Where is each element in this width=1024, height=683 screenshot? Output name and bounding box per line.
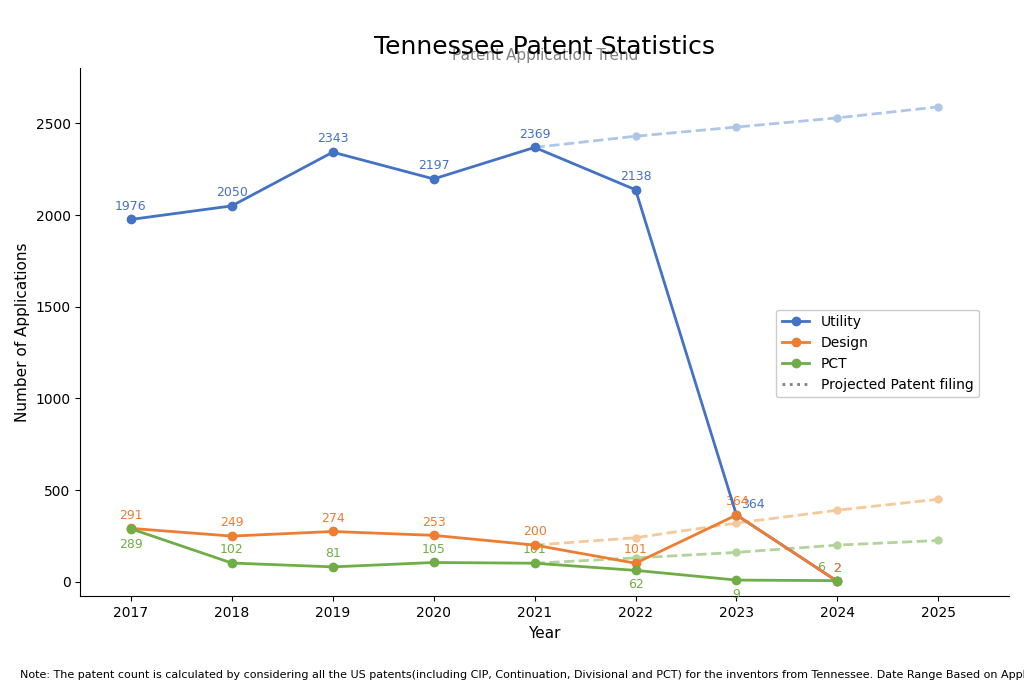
Text: 102: 102 bbox=[220, 543, 244, 557]
Text: 289: 289 bbox=[119, 538, 142, 551]
Text: 101: 101 bbox=[624, 544, 647, 557]
Legend: Utility, Design, PCT, Projected Patent filing: Utility, Design, PCT, Projected Patent f… bbox=[776, 309, 979, 398]
Text: 2343: 2343 bbox=[317, 133, 348, 145]
Text: 364: 364 bbox=[725, 495, 749, 508]
Text: 105: 105 bbox=[422, 543, 445, 556]
Text: 81: 81 bbox=[325, 547, 341, 560]
Text: 200: 200 bbox=[522, 525, 547, 538]
X-axis label: Year: Year bbox=[528, 626, 561, 641]
Title: Tennessee Patent Statistics: Tennessee Patent Statistics bbox=[374, 36, 715, 59]
Text: 2138: 2138 bbox=[620, 170, 651, 183]
Text: 9: 9 bbox=[732, 588, 740, 601]
Text: 2: 2 bbox=[834, 561, 842, 574]
Text: 2: 2 bbox=[834, 561, 842, 574]
Text: 2050: 2050 bbox=[216, 186, 248, 199]
Text: 249: 249 bbox=[220, 516, 244, 529]
Text: Patent Application Trend: Patent Application Trend bbox=[452, 48, 638, 63]
Text: 2197: 2197 bbox=[418, 159, 450, 172]
Y-axis label: Number of Applications: Number of Applications bbox=[15, 242, 30, 422]
Text: 6: 6 bbox=[817, 561, 824, 574]
Text: 2369: 2369 bbox=[519, 128, 550, 141]
Text: 364: 364 bbox=[741, 498, 765, 511]
Text: 291: 291 bbox=[119, 509, 142, 522]
Text: Note: The patent count is calculated by considering all the US patents(including: Note: The patent count is calculated by … bbox=[20, 669, 1024, 680]
Text: 101: 101 bbox=[522, 544, 547, 557]
Text: 1976: 1976 bbox=[115, 199, 146, 212]
Text: 62: 62 bbox=[628, 579, 643, 591]
Text: 253: 253 bbox=[422, 516, 445, 529]
Text: 274: 274 bbox=[321, 512, 345, 525]
